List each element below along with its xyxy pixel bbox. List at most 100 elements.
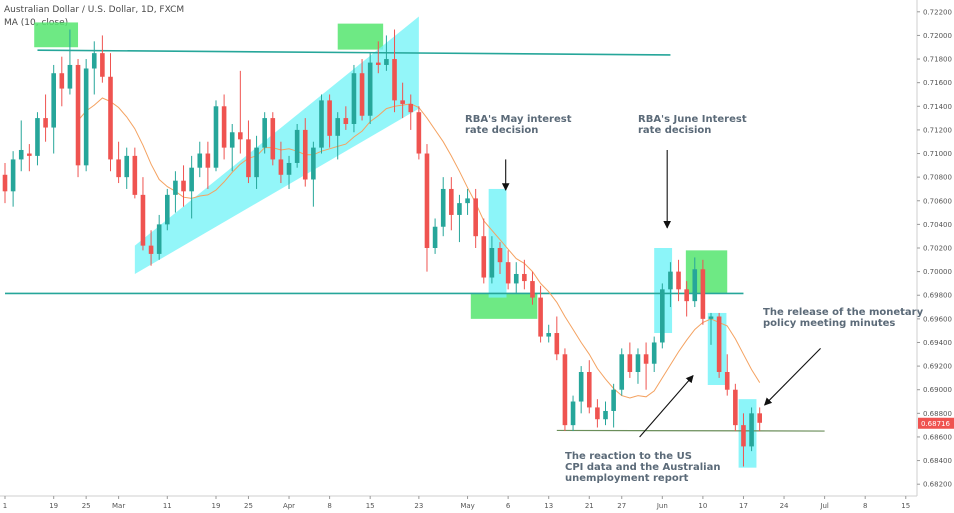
candle-body — [497, 248, 503, 263]
candle-body — [627, 354, 633, 372]
candle-body — [165, 194, 170, 225]
candle-body — [197, 153, 203, 168]
candle-body — [27, 153, 32, 156]
candle — [457, 194, 462, 243]
candle — [749, 407, 754, 452]
candle-body — [562, 354, 568, 426]
candle-body — [278, 159, 284, 175]
candle — [67, 29, 73, 95]
candle-body — [254, 147, 259, 178]
candle — [213, 100, 219, 172]
candle — [757, 407, 762, 432]
candle-body — [708, 316, 714, 319]
candle-body — [546, 333, 552, 337]
y-tick-label: 0.71800 — [923, 56, 952, 64]
candle — [546, 324, 552, 343]
candle-body — [489, 248, 495, 278]
candle-body — [302, 129, 308, 180]
candle — [140, 177, 146, 251]
x-tick-label: 1 — [3, 502, 7, 510]
candle-body — [18, 149, 24, 160]
candle — [505, 250, 511, 290]
x-tick-label: 15 — [901, 502, 910, 510]
y-tick-label: 0.71000 — [923, 150, 952, 158]
resistance-top-line — [37, 49, 671, 56]
candle — [481, 218, 487, 284]
annotation-line: CPI data and the Australian — [565, 462, 720, 473]
annotation-line: rate decision — [638, 125, 711, 136]
candle-body — [578, 372, 584, 402]
candle-body — [335, 118, 341, 136]
candle-body — [724, 372, 730, 390]
candle — [465, 188, 470, 215]
candle-body — [676, 271, 681, 290]
candle-body — [213, 106, 219, 168]
candle — [384, 35, 389, 71]
candle — [51, 64, 56, 154]
candle-body — [692, 269, 698, 302]
candle — [473, 188, 478, 248]
candle-body — [700, 269, 706, 319]
candle — [197, 141, 203, 178]
x-tick-label: 27 — [617, 502, 626, 510]
candle — [343, 106, 349, 130]
y-tick-label: 0.71400 — [923, 103, 952, 111]
annotation-line: policy meeting minutes — [763, 318, 895, 329]
annotation-line: The reaction to the US — [565, 451, 692, 462]
candle-body — [684, 289, 689, 302]
support-bottom-line — [556, 429, 825, 432]
candle-body — [173, 180, 178, 195]
candle — [619, 348, 625, 396]
candle — [489, 236, 495, 284]
candle-body — [643, 354, 649, 364]
annotation-line: rate decision — [465, 125, 538, 136]
candle-body — [595, 407, 600, 420]
candle — [449, 177, 454, 231]
last-price-label: 0.68716 — [921, 420, 950, 428]
candle — [148, 230, 154, 266]
y-tick-label: 0.70400 — [923, 221, 952, 229]
candle-body — [586, 372, 592, 408]
annotation-line: unemployment report — [565, 473, 689, 484]
candle — [83, 59, 89, 172]
candle-body — [416, 112, 422, 154]
candle-body — [611, 389, 616, 411]
candle-body — [424, 153, 430, 248]
candle-body — [400, 100, 405, 104]
x-tick-label: 24 — [780, 502, 789, 510]
candle — [124, 147, 130, 189]
candle-body — [319, 100, 324, 148]
candle-body — [651, 342, 657, 364]
candle — [229, 124, 235, 172]
candle — [595, 399, 600, 428]
candle-body — [10, 159, 16, 192]
candle — [400, 82, 405, 119]
candle — [603, 401, 608, 426]
candle-body — [116, 159, 121, 178]
x-tick-label: May — [460, 502, 474, 510]
candle-body — [246, 139, 251, 178]
candle-body — [343, 118, 349, 124]
candles — [2, 29, 762, 467]
candle — [684, 281, 689, 317]
june-annotation: RBA's June Interest rate decision — [638, 114, 747, 136]
minutes-annotation: The release of the monetary policy meetin… — [763, 307, 924, 329]
candle — [578, 366, 584, 414]
candle — [335, 112, 341, 160]
candle — [18, 120, 24, 172]
x-tick-label: Apr — [283, 502, 295, 510]
y-tick-label: 0.69800 — [923, 292, 952, 300]
candle-body — [221, 106, 227, 148]
x-tick-label: 19 — [49, 502, 58, 510]
candle-body — [238, 132, 243, 140]
candle-body — [603, 410, 608, 420]
candle — [692, 257, 698, 308]
candle-body — [457, 203, 462, 215]
candle — [408, 94, 414, 130]
candle — [635, 348, 641, 384]
minutes-arrow — [764, 347, 821, 406]
y-tick-label: 0.69200 — [923, 363, 952, 371]
candle-body — [51, 73, 56, 128]
